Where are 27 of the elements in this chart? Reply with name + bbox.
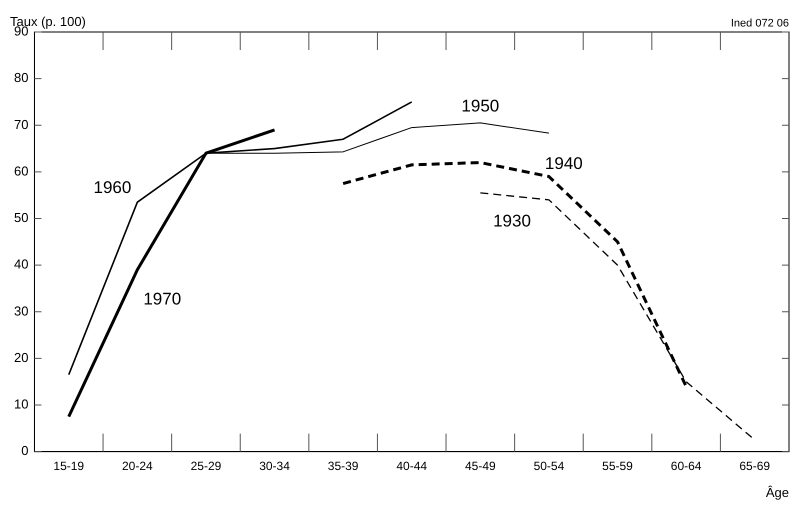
series-label: 1950 [461,96,500,116]
y-tick-label: 40 [14,256,28,272]
x-tick-label: 40-44 [396,459,428,474]
x-axis-title: Âge [766,485,789,500]
x-tick-label: 25-29 [190,459,222,474]
series-label: 1930 [493,212,531,231]
text: Ined 072 06 [730,18,789,30]
x-tick-label: 15-19 [53,459,84,474]
y-tick-label: 60 [14,163,28,178]
y-tick-label: 80 [14,70,28,86]
series-label: 1970 [143,289,182,308]
x-tick-label: 60-64 [670,459,702,474]
series-label: 1940 [544,154,583,174]
x-tick-label: 65-69 [739,459,770,474]
y-tick-label: 0 [21,443,28,458]
y-tick-label: 70 [14,116,28,132]
x-tick-label: 50-54 [534,459,565,474]
y-tick-label: 50 [14,210,28,226]
x-tick-label: 45-49 [464,459,496,474]
y-tick-label: 30 [14,303,28,318]
y-tick-label: 20 [14,350,28,365]
series-label: 1960 [94,178,132,197]
x-tick-label: 20-24 [122,459,154,474]
x-tick-label: 30-34 [259,459,290,474]
x-tick-label: 55-59 [602,459,634,474]
x-tick-label: 35-39 [328,459,359,474]
y-tick-label: 10 [14,396,28,412]
